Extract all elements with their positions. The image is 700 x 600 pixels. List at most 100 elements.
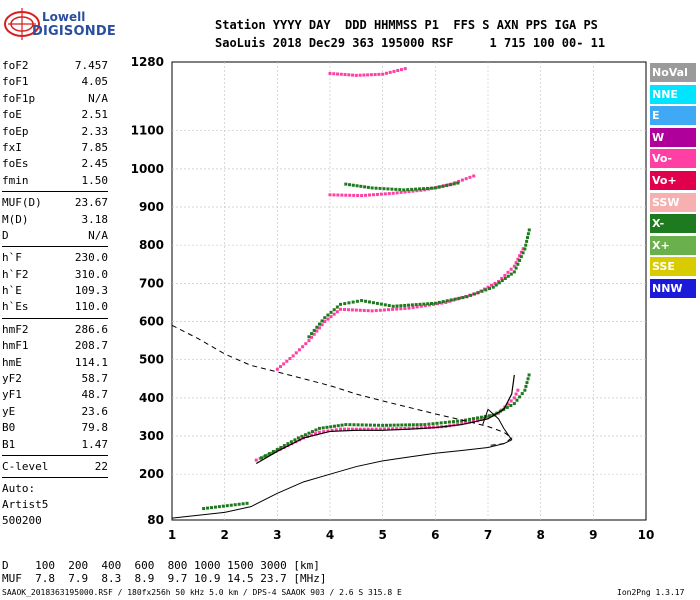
echo-point	[213, 505, 217, 509]
param-value: 48.7	[81, 388, 109, 402]
echo-point	[525, 381, 529, 385]
echo-point	[490, 283, 494, 287]
header-line-2: SaoLuis 2018 Dec29 363 195000 RSF 1 715 …	[215, 36, 606, 50]
echo-point	[433, 301, 437, 305]
echo-point	[202, 507, 206, 511]
echo-point	[526, 377, 530, 381]
param-name: M(D)	[2, 212, 29, 226]
echo-point	[387, 308, 391, 312]
echo-point	[368, 300, 371, 304]
param-row: foF1p N/A	[2, 91, 108, 107]
echo-point	[237, 502, 241, 506]
echo-point	[399, 190, 403, 194]
echo-point	[310, 335, 314, 339]
param-value: 230.0	[74, 251, 108, 265]
echo-point	[279, 445, 283, 449]
echo-point	[352, 193, 356, 197]
param-name: foF1	[2, 75, 29, 89]
echo-point	[288, 357, 292, 361]
param-name: yE	[2, 404, 16, 418]
echo-point	[267, 452, 271, 456]
echo-point	[427, 425, 431, 429]
separator	[2, 317, 108, 319]
echo-point	[241, 502, 245, 506]
ordinary-trace-fit-line	[255, 374, 515, 465]
param-row-clevel: C-level 22	[2, 459, 108, 475]
echo-point	[500, 279, 504, 283]
echo-point	[506, 270, 510, 274]
echo-point	[340, 193, 344, 197]
legend-item-ssw: SSW	[650, 192, 696, 212]
echo-point	[449, 298, 453, 302]
echo-point	[509, 404, 513, 407]
echo-point	[372, 423, 376, 427]
echo-point	[388, 70, 392, 74]
param-value: 2.33	[81, 124, 109, 138]
echo-point	[332, 312, 336, 316]
echo-point	[415, 426, 419, 430]
echo-point	[410, 187, 414, 191]
echo-point	[399, 68, 403, 72]
echo-point	[383, 303, 387, 307]
param-name: hmF1	[2, 339, 29, 353]
echo-point	[512, 270, 516, 274]
param-name: h`F2	[2, 267, 29, 281]
echo-point	[516, 388, 520, 392]
echo-point	[479, 415, 483, 419]
echo-point	[464, 177, 468, 181]
echo-point	[460, 178, 464, 182]
echo-point	[391, 427, 395, 431]
echo-point	[329, 310, 333, 314]
echo-point	[294, 351, 298, 355]
param-name: MUF(D)	[2, 196, 42, 210]
echo-point	[297, 348, 301, 352]
param-name: yF2	[2, 372, 22, 386]
echo-point	[210, 506, 213, 510]
echo-point	[368, 193, 371, 197]
echo-point	[395, 191, 399, 195]
echo-point	[245, 501, 249, 505]
muf-row: MUF 7.8 7.9 8.3 8.9 9.7 10.9 14.5 23.7 […	[2, 572, 327, 585]
echo-point	[374, 427, 378, 431]
echo-point	[403, 306, 407, 310]
echo-point	[403, 303, 407, 307]
y-tick-label: 80	[147, 513, 164, 527]
echo-point	[350, 308, 354, 312]
echo-point	[456, 422, 460, 426]
echo-point	[344, 193, 348, 197]
echo-point	[374, 309, 378, 313]
param-row: yE 23.6	[2, 404, 108, 420]
echo-point	[320, 323, 324, 327]
echo-point	[415, 305, 419, 309]
echo-point	[229, 503, 233, 507]
echo-point	[418, 302, 422, 306]
echo-point	[377, 423, 381, 427]
echo-point	[476, 291, 480, 295]
echo-point	[419, 423, 423, 427]
echo-point	[388, 423, 392, 427]
echo-point	[343, 302, 347, 306]
echo-point	[441, 300, 445, 304]
echo-point	[400, 423, 404, 427]
echo-point	[386, 187, 390, 191]
echo-point	[339, 427, 343, 431]
y-tick-label: 200	[139, 467, 164, 481]
y-tick-label: 800	[139, 238, 164, 252]
param-name: hmF2	[2, 322, 29, 336]
echo-point	[497, 281, 501, 285]
echo-point	[402, 188, 406, 192]
param-name: hmE	[2, 355, 22, 369]
echo-point	[468, 420, 472, 424]
echo-point	[520, 392, 524, 396]
echo-point	[381, 423, 385, 427]
x-tick-label: 4	[326, 528, 334, 542]
echo-point	[415, 423, 419, 427]
echo-point	[364, 193, 368, 197]
echo-point	[500, 276, 504, 280]
echo-point	[523, 247, 527, 251]
legend-item-x: X-	[650, 214, 696, 234]
echo-point	[518, 258, 522, 262]
echo-point	[491, 285, 495, 289]
echo-point	[307, 339, 311, 343]
polarization-legend: NoVal NNE E W Vo- Vo+ SSW X- X+ SSE NNW	[650, 63, 696, 301]
